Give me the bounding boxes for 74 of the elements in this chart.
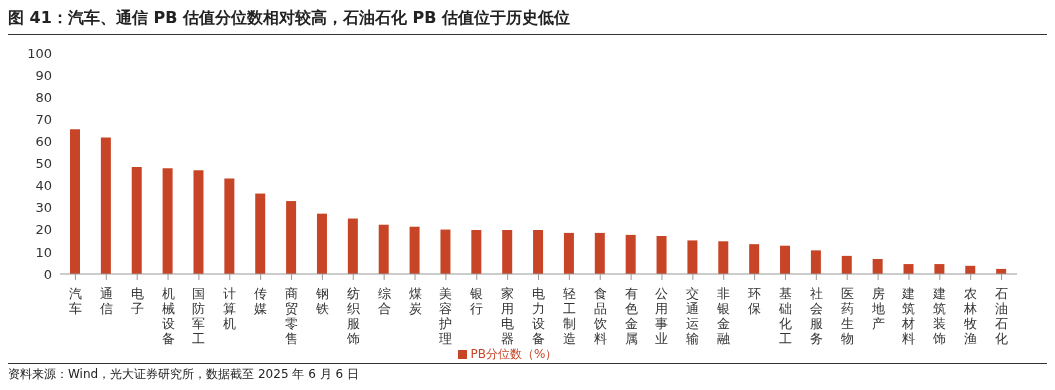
x-tick-label: 农林牧渔 xyxy=(963,286,978,346)
x-tick-label: 基础化工 xyxy=(777,286,792,346)
x-tick-label: 房地产 xyxy=(870,286,885,331)
bar xyxy=(656,235,667,274)
bar xyxy=(316,213,327,274)
y-tick-label: 20 xyxy=(35,222,52,238)
x-tick-label: 美容护理 xyxy=(438,286,453,346)
bar xyxy=(780,245,791,274)
y-tick-label: 10 xyxy=(35,244,52,260)
x-tick-label: 公用事业 xyxy=(655,286,669,346)
y-tick-label: 90 xyxy=(35,67,52,83)
bar xyxy=(625,234,636,274)
bar xyxy=(100,137,111,274)
x-tick-label: 建筑材料 xyxy=(901,286,916,346)
x-tick-label: 传媒 xyxy=(254,286,268,316)
bar xyxy=(193,170,204,274)
y-tick-label: 50 xyxy=(35,156,52,172)
y-tick-label: 30 xyxy=(35,200,52,216)
bar xyxy=(934,264,945,274)
bar xyxy=(718,241,729,274)
bar xyxy=(687,240,698,274)
bar xyxy=(872,258,883,274)
x-tick-label: 社会服务 xyxy=(809,286,823,346)
y-tick-label: 40 xyxy=(35,178,52,194)
bar xyxy=(378,224,389,274)
bar xyxy=(409,226,420,274)
x-tick-label: 石油石化 xyxy=(995,286,1009,346)
x-tick-label: 钢铁 xyxy=(314,286,329,316)
bar xyxy=(810,250,821,274)
x-tick-label: 综合 xyxy=(377,286,391,316)
text: 资料来源：Wind，光大证券研究所，数据截至 2025 年 6 月 6 日 xyxy=(8,363,1047,383)
x-tick-label: 计算机 xyxy=(223,286,237,331)
x-tick-label: 机械设备 xyxy=(161,286,175,346)
bar xyxy=(255,193,266,274)
y-tick-label: 70 xyxy=(35,111,52,127)
y-tick-label: 0 xyxy=(43,266,52,282)
bar xyxy=(749,244,760,274)
bar xyxy=(594,232,605,274)
bar xyxy=(440,229,451,274)
x-tick-label: 家用电器 xyxy=(501,286,515,346)
x-tick-label: 煤炭 xyxy=(408,286,422,316)
y-tick-label: 80 xyxy=(35,89,52,105)
x-tick-label: 非银金融 xyxy=(716,286,731,346)
x-tick-label: 通信 xyxy=(99,286,113,316)
x-tick-label: 银行 xyxy=(469,286,484,316)
x-tick-label: 国防军工 xyxy=(192,286,206,346)
bar xyxy=(131,167,142,274)
legend-label: PB分位数（%） xyxy=(470,347,558,361)
bar xyxy=(70,129,80,274)
y-tick-label: 100 xyxy=(27,45,52,61)
x-tick-label: 轻工制造 xyxy=(562,286,576,346)
x-tick-label: 汽车 xyxy=(68,286,82,316)
x-tick-label: 有色金属 xyxy=(624,286,638,346)
x-tick-label: 电子 xyxy=(130,286,144,316)
chart-title: 图 41：汽车、通信 PB 估值分位数相对较高，石油石化 PB 估值位于历史低位 xyxy=(8,8,1047,35)
x-tick-label: 医药生物 xyxy=(840,286,854,346)
x-tick-label: 交通运输 xyxy=(686,286,700,346)
x-tick-label: 食品饮料 xyxy=(592,286,607,346)
x-tick-label: 建筑装饰 xyxy=(932,286,947,346)
bar xyxy=(162,168,173,274)
bar xyxy=(563,232,574,274)
bar xyxy=(347,218,358,274)
x-tick-label: 商贸零售 xyxy=(285,286,299,346)
bar xyxy=(224,178,235,274)
bar xyxy=(286,201,297,274)
bar xyxy=(533,230,544,274)
x-tick-label: 电力设备 xyxy=(532,286,545,346)
bar xyxy=(502,230,513,274)
bar xyxy=(841,255,852,274)
x-tick-label: 纺织服饰 xyxy=(345,286,360,346)
bar xyxy=(471,230,482,274)
x-tick-label: 环保 xyxy=(748,286,762,316)
bar xyxy=(903,264,914,274)
y-tick-label: 60 xyxy=(35,134,52,150)
